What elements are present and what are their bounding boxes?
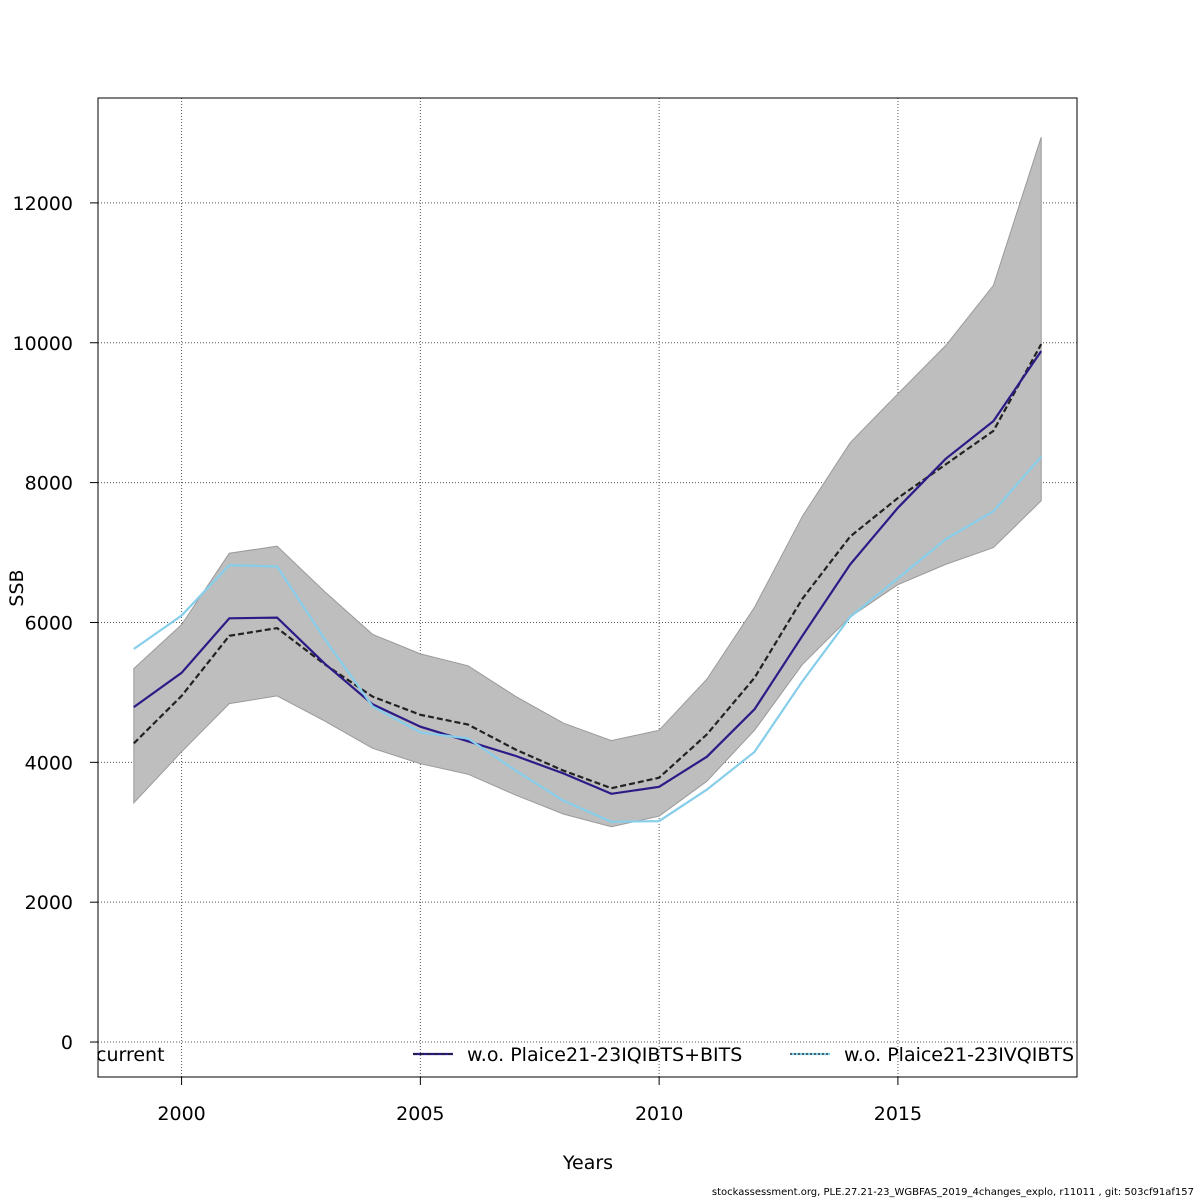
y-tick-label: 2000: [25, 892, 73, 914]
x-tick-label: 2005: [396, 1103, 444, 1125]
series-line-1: [133, 350, 1043, 795]
x-tick-label: 2000: [157, 1103, 205, 1125]
x-axis-title: Years: [562, 1152, 613, 1174]
axis-ticks-layer: 2000 2005 2010 2015 0 2000 4000 6000 8000 10000 12…: [13, 193, 923, 1125]
y-tick-label: 12000: [13, 193, 73, 215]
y-tick-label: 0: [61, 1032, 73, 1054]
x-tick-label: 2010: [635, 1103, 683, 1125]
y-tick-label: 8000: [25, 473, 73, 495]
confidence-band-layer: [133, 137, 1042, 828]
y-tick-label: 6000: [25, 612, 73, 634]
series-lines-layer: [133, 343, 1043, 823]
x-tick-label: 2015: [874, 1103, 922, 1125]
y-tick-label: 10000: [13, 333, 73, 355]
legend-label-1: w.o. Plaice21-23IQIBTS+BITS: [467, 1044, 742, 1066]
legend: current w.o. Plaice21-23IQIBTS+BITS w.o. P…: [96, 1044, 1074, 1066]
plot-frame: [97, 97, 1078, 1078]
series-line-2: [133, 455, 1043, 823]
legend-label-0: current: [96, 1044, 165, 1066]
footer-caption: stockassessment.org, PLE.27.21-23_WGBFAS…: [711, 1187, 1194, 1198]
y-axis-title: SSB: [6, 569, 28, 606]
series-line-0: [133, 343, 1043, 790]
legend-label-2: w.o. Plaice21-23IVQIBTS: [844, 1044, 1074, 1066]
confidence-band: [133, 137, 1042, 828]
y-tick-label: 4000: [25, 752, 73, 774]
